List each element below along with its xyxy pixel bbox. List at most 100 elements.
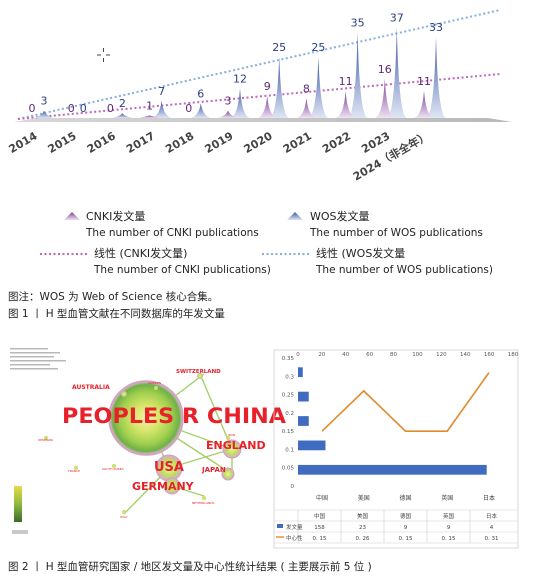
label-australia: AUSTRALIA xyxy=(72,384,110,391)
category-label: 英国 xyxy=(441,494,453,502)
wos-peak-2019 xyxy=(230,88,250,118)
label-france: FRANCE xyxy=(68,469,80,473)
wos-value-label: 2 xyxy=(119,97,126,110)
cnki-peak-2024（非全年） xyxy=(414,91,434,118)
cnki-peak-2023 xyxy=(374,78,395,118)
bar-日本 xyxy=(298,367,303,378)
cnki-value-label: 11 xyxy=(417,75,431,88)
legend: CNKI发文量 The number of CNKI publications … xyxy=(40,209,493,276)
cnki-peak-2022 xyxy=(335,91,356,118)
year-axis-labels: 2014 2015 2016 2017 2018 2019 2020 2021 2022 2023… xyxy=(6,128,431,183)
bar-美国 xyxy=(298,440,326,451)
legend-wos-label-en: The number of WOS publications xyxy=(309,227,483,239)
top-tick-label: 40 xyxy=(342,352,349,358)
wos-peak-2023 xyxy=(386,27,407,119)
node-japan xyxy=(221,467,235,481)
node-italy xyxy=(122,510,126,514)
country-stats-chart: 0 20 40 60 80 100 120 140 160 180 0 0.05 0.1 0.15 0.2… xyxy=(273,349,519,549)
trend-line-wos xyxy=(17,9,501,120)
centrality-line xyxy=(321,372,490,432)
table-header-cell: 美国 xyxy=(357,512,369,520)
table-header-cell: 德国 xyxy=(400,512,412,520)
table-cell: 9 xyxy=(447,525,451,531)
label-usa: USA xyxy=(154,460,184,475)
cnki-peak-2017 xyxy=(139,115,160,118)
node-iran xyxy=(226,436,230,440)
wos-peak-2024（非全年） xyxy=(426,37,446,118)
left-tick-label: 0 xyxy=(291,484,295,490)
cnki-value-label: 0 xyxy=(68,102,75,115)
label-japan: JAPAN xyxy=(201,466,226,474)
top-tick-label: 60 xyxy=(366,352,373,358)
node-england xyxy=(222,439,242,459)
cnki-value-label: 11 xyxy=(339,75,353,88)
top-tick-label: 0 xyxy=(296,352,300,358)
left-tick-label: 0.25 xyxy=(282,393,295,399)
left-tick-label: 0.15 xyxy=(282,429,295,435)
label-switzerland: SWITZERLAND xyxy=(176,369,221,375)
top-tick-label: 140 xyxy=(460,352,471,358)
top-tick-label: 180 xyxy=(508,352,519,358)
year-label: 2017 xyxy=(124,129,157,156)
cnki-value-label: 0 xyxy=(29,102,36,115)
label-england: ENGLAND xyxy=(206,439,266,452)
cnki-value-label: 3 xyxy=(225,95,232,108)
wos-peak-2017 xyxy=(151,100,172,118)
legend-cnki-label-en: The number of CNKI publications xyxy=(85,227,259,239)
bar-中国 xyxy=(298,464,487,475)
table-cell: 158 xyxy=(314,525,325,531)
legend-cnki-trend-label-en: The number of CNKI publications) xyxy=(93,264,271,276)
node-switzerland xyxy=(197,373,203,379)
top-tick-label: 160 xyxy=(484,352,495,358)
cnki-value-label: 1 xyxy=(146,100,153,113)
table-cell: 0. 15 xyxy=(313,536,327,542)
wos-peak-2020 xyxy=(269,56,290,118)
node-france xyxy=(74,466,78,470)
wos-value-label: 3 xyxy=(41,95,48,108)
node-china xyxy=(108,380,184,456)
legend-wos-trend-label: 线性 (WOS发文量 xyxy=(316,246,405,260)
bar-德国 xyxy=(298,416,309,426)
table-cell: 0. 15 xyxy=(442,536,456,542)
top-tick-label: 20 xyxy=(318,352,325,358)
cnki-peak-2021 xyxy=(296,98,317,118)
table-row-label: 中心性 xyxy=(286,534,303,542)
label-iran: IRAN xyxy=(228,433,235,437)
wos-value-label: 6 xyxy=(197,87,204,100)
top-tick-label: 80 xyxy=(390,352,397,358)
cnki-value-label: 9 xyxy=(264,80,271,93)
figure1-caption: 图 1 丨 H 型血管文献在不同数据库的年发文量 xyxy=(8,308,225,320)
left-axis-ticks: 0 0.05 0.1 0.15 0.2 0.25 0.3 0.35 xyxy=(282,356,295,490)
bar-英国 xyxy=(298,391,309,402)
chart-floor xyxy=(14,118,512,122)
category-axis-labels: 中国 美国 德国 英国 日本 xyxy=(316,494,495,502)
legend-wos-trend-label-en: The number of WOS publications) xyxy=(315,264,493,276)
color-scale-bar xyxy=(14,486,22,522)
year-label: 2015 xyxy=(46,129,79,156)
year-label: 2018 xyxy=(163,129,196,156)
legend-cnki-swatch xyxy=(64,212,80,220)
left-tick-label: 0.2 xyxy=(285,411,294,417)
label-china: PEOPLES R CHINA xyxy=(62,404,287,428)
node-sweden xyxy=(154,386,158,390)
info-text-block xyxy=(10,348,66,370)
wos-series xyxy=(34,27,446,119)
year-label: 2024（非全年） xyxy=(350,128,431,183)
wos-value-label: 35 xyxy=(351,16,365,29)
table-cell: 0. 31 xyxy=(485,536,499,542)
wos-value-label: 37 xyxy=(390,11,404,24)
wos-value-label: 12 xyxy=(233,73,247,86)
year-label: 2016 xyxy=(85,129,118,156)
label-netherlands: NETHERLANDS xyxy=(192,501,215,505)
legend-cnki-label: CNKI发文量 xyxy=(86,209,145,223)
year-label: 2020 xyxy=(242,129,275,156)
cnki-value-label: 16 xyxy=(378,63,392,76)
cnki-value-label: 0 xyxy=(107,102,114,115)
year-label: 2022 xyxy=(320,129,353,156)
table-cell: 4 xyxy=(490,525,494,531)
table-cell: 9 xyxy=(404,525,408,531)
left-tick-label: 0.35 xyxy=(282,356,295,362)
